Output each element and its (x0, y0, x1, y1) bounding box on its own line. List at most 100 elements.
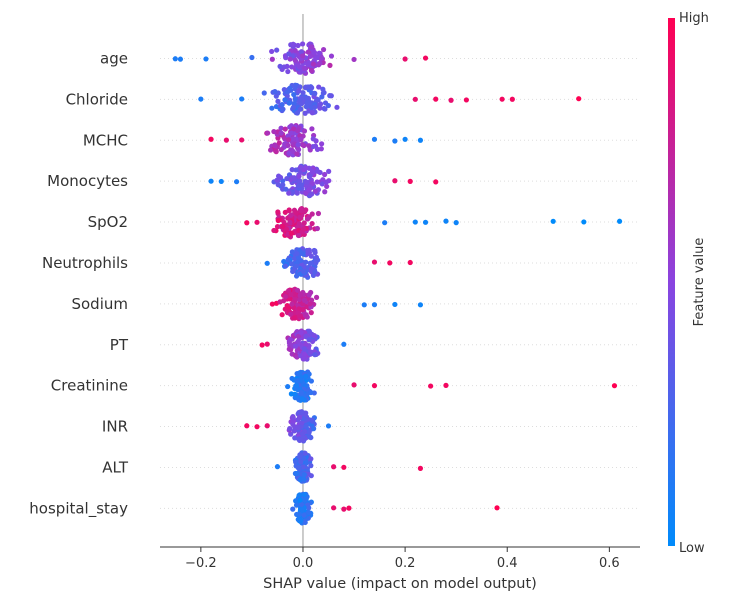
shap-point (285, 257, 291, 263)
x-tick-label: 0.6 (599, 556, 620, 571)
shap-point (272, 143, 278, 149)
shap-point (290, 268, 296, 275)
shap-point (295, 424, 301, 431)
shap-point (328, 53, 335, 59)
shap-point (324, 183, 330, 190)
shap-point (305, 62, 311, 68)
shap-point-outlier (453, 220, 459, 226)
feature-label: Monocytes (47, 172, 128, 190)
shap-point (298, 517, 304, 524)
shap-point (312, 269, 318, 275)
shap-point (286, 51, 292, 57)
shap-point (286, 190, 292, 196)
shap-point (265, 130, 271, 136)
shap-point (286, 288, 292, 294)
shap-point (305, 502, 311, 508)
shap-point (273, 103, 280, 110)
shap-point (308, 463, 314, 469)
shap-point (312, 90, 318, 96)
x-tick-label: 0.4 (497, 556, 518, 571)
shap-point (292, 343, 299, 349)
feature-label: MCHC (83, 131, 128, 149)
shap-point (306, 143, 312, 149)
shap-point (294, 251, 300, 257)
shap-point (288, 230, 295, 236)
shap-point-outlier (341, 341, 347, 347)
shap-point (299, 507, 305, 513)
shap-point (288, 130, 295, 136)
shap-point (271, 227, 277, 234)
shap-point (298, 390, 304, 396)
shap-point (292, 96, 298, 102)
shap-point-outlier (254, 424, 260, 430)
shap-point (285, 137, 292, 143)
colorbar-title: Feature value (692, 238, 707, 327)
shap-point-outlier (509, 96, 515, 102)
shap-point (309, 417, 315, 423)
feature-label: hospital_stay (29, 499, 128, 518)
shap-point (289, 64, 295, 70)
shap-point (297, 164, 304, 170)
shap-point (305, 509, 312, 516)
shap-point (312, 352, 318, 358)
shap-point (301, 476, 307, 482)
shap-point-outlier (233, 179, 240, 185)
shap-point (300, 53, 306, 59)
shap-point (301, 226, 307, 232)
shap-point (303, 341, 309, 347)
shap-point-outlier (290, 506, 296, 512)
shap-point (278, 146, 284, 153)
shap-point (306, 337, 312, 343)
shap-point (318, 146, 324, 152)
shap-point (311, 49, 318, 56)
shap-point (299, 207, 305, 214)
feature-label: PT (110, 336, 129, 354)
shap-point (322, 106, 328, 112)
shap-point (320, 46, 327, 53)
shap-point (298, 49, 305, 55)
shap-point (301, 351, 307, 357)
shap-point (314, 168, 321, 174)
shap-point (296, 409, 302, 416)
shap-point (310, 136, 316, 142)
shap-point-outlier (402, 136, 408, 142)
shap-point (296, 173, 302, 179)
shap-point-outlier (244, 423, 250, 429)
shap-point (291, 136, 297, 142)
shap-point (301, 251, 307, 257)
shap-point (307, 349, 314, 355)
shap-point (283, 186, 289, 192)
shap-point (320, 90, 326, 96)
shap-point-outlier (341, 464, 347, 470)
x-tick-label: 0.0 (293, 556, 314, 571)
shap-point (307, 301, 313, 307)
shap-point (291, 176, 298, 182)
shap-point (298, 329, 304, 336)
shap-point (290, 41, 296, 47)
shap-point (310, 143, 316, 150)
shap-point (327, 62, 333, 68)
shap-point (296, 414, 303, 420)
shap-point (319, 181, 325, 187)
shap-point (306, 433, 312, 439)
colorbar-low-label: Low (679, 541, 705, 556)
shap-point (282, 97, 288, 103)
shap-point (301, 472, 307, 478)
shap-point (279, 102, 285, 108)
shap-point-outlier (177, 56, 184, 62)
shap-point (269, 105, 275, 111)
feature-label: SpO2 (88, 213, 128, 231)
shap-point (301, 65, 307, 72)
shap-point (309, 220, 315, 227)
shap-point (303, 373, 309, 379)
shap-point (309, 191, 315, 197)
shap-point (308, 456, 314, 462)
shap-point-outlier (417, 137, 424, 143)
shap-point (289, 301, 295, 307)
shap-point (306, 187, 312, 193)
shap-point (319, 55, 325, 61)
shap-point (274, 177, 280, 183)
shap-point (293, 502, 300, 508)
